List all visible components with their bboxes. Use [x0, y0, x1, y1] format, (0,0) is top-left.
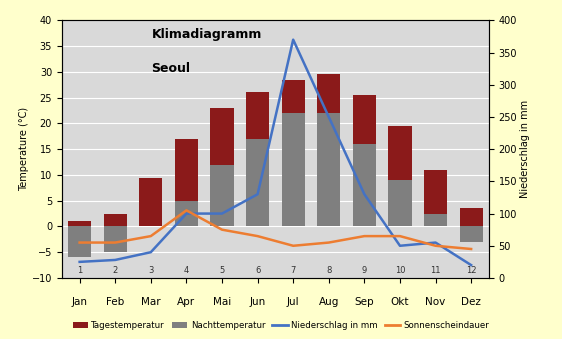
Text: 9: 9 [362, 266, 367, 275]
Bar [282, 80, 305, 113]
Bar [317, 113, 341, 226]
Bar [103, 226, 127, 252]
Text: 12: 12 [466, 266, 477, 275]
Bar [246, 139, 269, 226]
Text: 4: 4 [184, 266, 189, 275]
Text: 7: 7 [291, 266, 296, 275]
Text: Klimadiagramm: Klimadiagramm [152, 28, 262, 41]
Bar [282, 113, 305, 226]
Text: 6: 6 [255, 266, 260, 275]
Bar [388, 180, 411, 226]
Text: 8: 8 [326, 266, 332, 275]
Text: 11: 11 [430, 266, 441, 275]
Bar [424, 170, 447, 214]
Bar [68, 221, 91, 226]
Text: 5: 5 [219, 266, 225, 275]
Bar [353, 144, 376, 226]
Bar [139, 178, 162, 226]
Text: 1: 1 [77, 266, 82, 275]
Legend: Tagestemperatur, Nachttemperatur, Niederschlag in mm, Sonnenscheindauer: Tagestemperatur, Nachttemperatur, Nieder… [69, 317, 493, 333]
Bar [103, 214, 127, 226]
Text: 2: 2 [112, 266, 118, 275]
Bar [210, 108, 234, 165]
Bar [68, 226, 91, 257]
Y-axis label: Niederschlag in mm: Niederschlag in mm [520, 100, 530, 198]
Bar [175, 201, 198, 226]
Text: 3: 3 [148, 266, 153, 275]
Bar [246, 93, 269, 139]
Text: 10: 10 [395, 266, 405, 275]
Bar [175, 139, 198, 201]
Bar [353, 95, 376, 144]
Bar [460, 208, 483, 226]
Y-axis label: Temperature (°C): Temperature (°C) [19, 107, 29, 191]
Bar [210, 165, 234, 226]
Text: Seoul: Seoul [152, 62, 191, 75]
Bar [424, 214, 447, 226]
Bar [317, 75, 341, 113]
Bar [388, 126, 411, 180]
Bar [460, 226, 483, 242]
